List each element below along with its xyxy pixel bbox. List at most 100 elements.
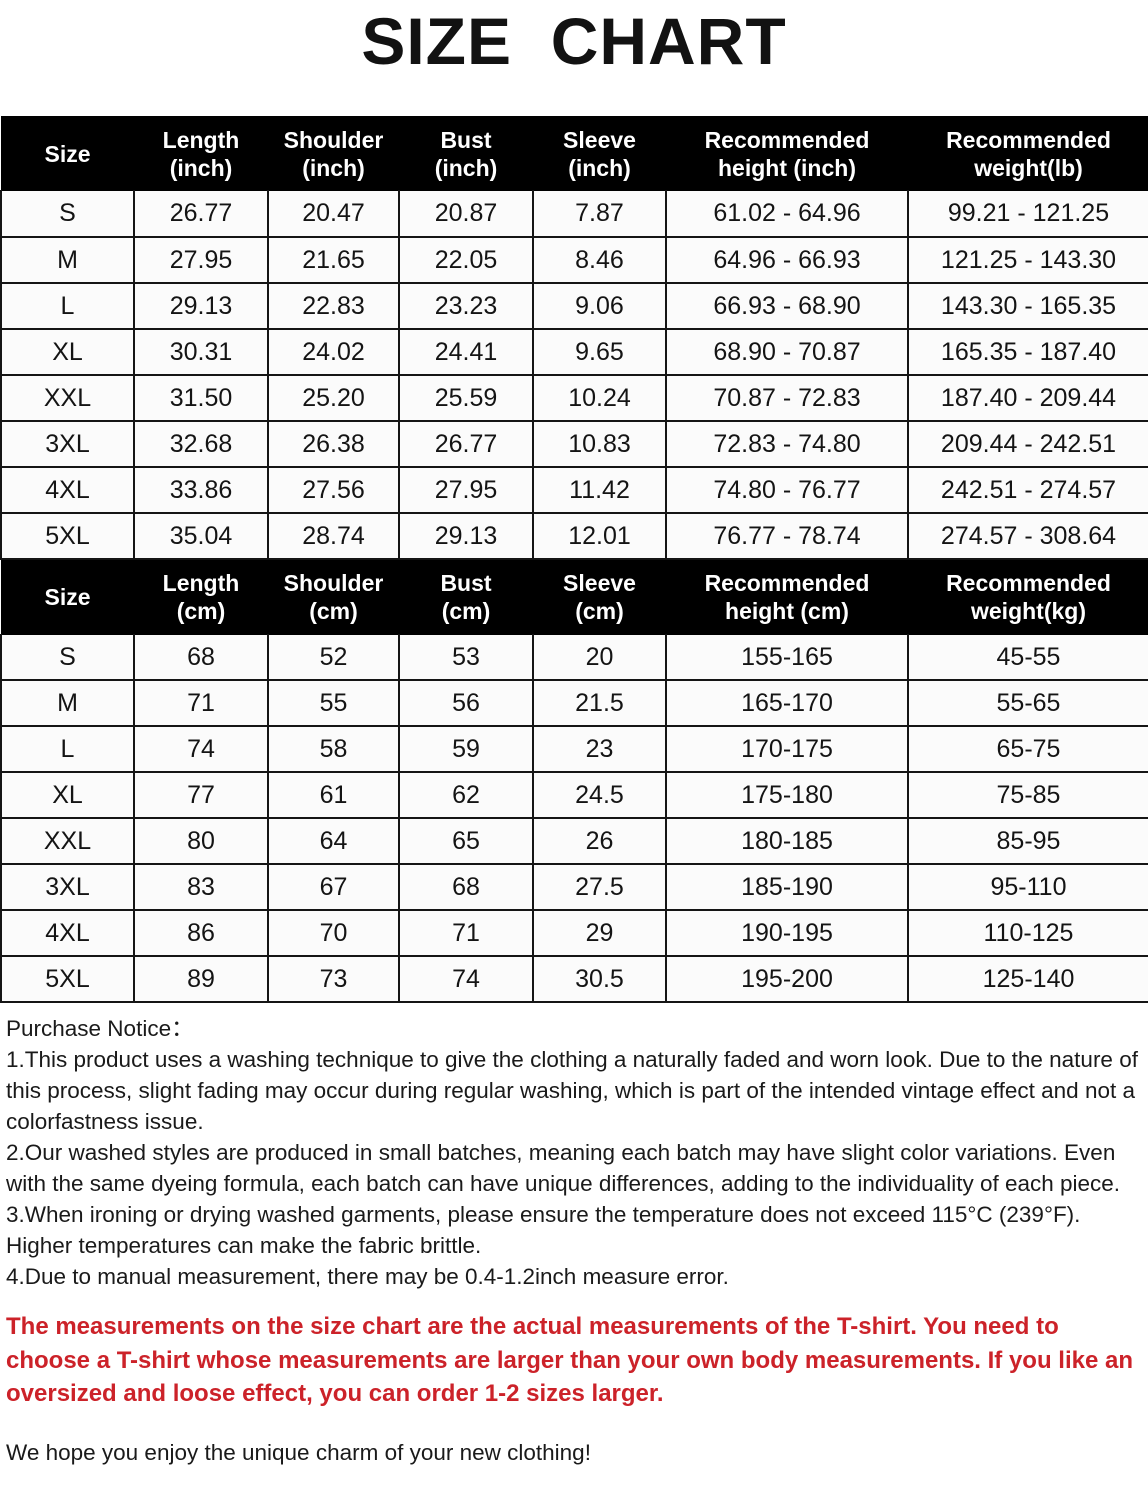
cell-size: L [0,281,135,330]
cell-shoulder: 28.74 [267,511,400,560]
table-row: 4XL 86 70 71 29 190-195 110-125 [0,909,1148,957]
cell-bust: 22.05 [398,235,534,284]
cell-height: 66.93 - 68.90 [665,281,909,330]
cell-length: 68 [133,633,269,681]
cell-weight: 143.30 - 165.35 [907,281,1148,330]
cell-sleeve: 24.5 [532,771,667,819]
col-header-bust: Bust (inch) [398,116,534,191]
cell-size: M [0,679,135,727]
table-row: 4XL 33.86 27.56 27.95 11.42 74.80 - 76.7… [0,465,1148,514]
cell-sleeve: 12.01 [532,511,667,560]
cell-shoulder: 73 [267,955,400,1003]
cell-sleeve: 10.83 [532,419,667,468]
cell-size: 4XL [0,465,135,514]
cell-shoulder: 26.38 [267,419,400,468]
cell-length: 33.86 [133,465,269,514]
cell-height: 70.87 - 72.83 [665,373,909,422]
col-header-recommended-weight: Recommended weight(kg) [907,559,1148,635]
cell-size: XL [0,327,135,376]
cell-shoulder: 22.83 [267,281,400,330]
cell-shoulder: 21.65 [267,235,400,284]
cell-shoulder: 55 [267,679,400,727]
cell-weight: 65-75 [907,725,1148,773]
notice-heading: Purchase Notice： [6,1016,194,1041]
cell-size: XL [0,771,135,819]
cell-length: 31.50 [133,373,269,422]
cell-shoulder: 24.02 [267,327,400,376]
cell-bust: 74 [398,955,534,1003]
cell-weight: 95-110 [907,863,1148,911]
cell-height: 165-170 [665,679,909,727]
notice-item-2: 2.Our washed styles are produced in smal… [6,1140,1121,1196]
cell-bust: 65 [398,817,534,865]
col-header-recommended-weight: Recommended weight(lb) [907,116,1148,191]
cell-length: 32.68 [133,419,269,468]
cell-shoulder: 25.20 [267,373,400,422]
cell-bust: 29.13 [398,511,534,560]
col-header-size: Size [0,559,135,635]
cell-length: 83 [133,863,269,911]
cell-sleeve: 27.5 [532,863,667,911]
col-header-length: Length (inch) [133,116,269,191]
cell-size: 3XL [0,863,135,911]
cell-bust: 68 [398,863,534,911]
cell-bust: 62 [398,771,534,819]
col-header-shoulder: Shoulder (cm) [267,559,400,635]
cell-shoulder: 61 [267,771,400,819]
table-row: 3XL 83 67 68 27.5 185-190 95-110 [0,863,1148,911]
cell-sleeve: 9.06 [532,281,667,330]
cell-height: 76.77 - 78.74 [665,511,909,560]
col-header-size: Size [0,116,135,191]
cell-height: 195-200 [665,955,909,1003]
cell-weight: 125-140 [907,955,1148,1003]
table-row: XL 30.31 24.02 24.41 9.65 68.90 - 70.87 … [0,327,1148,376]
cell-weight: 110-125 [907,909,1148,957]
cell-height: 68.90 - 70.87 [665,327,909,376]
cell-sleeve: 11.42 [532,465,667,514]
col-header-bust: Bust (cm) [398,559,534,635]
cell-length: 77 [133,771,269,819]
cell-height: 155-165 [665,633,909,681]
col-header-recommended-height: Recommended height (inch) [665,116,909,191]
cell-shoulder: 52 [267,633,400,681]
cell-size: 3XL [0,419,135,468]
cell-weight: 75-85 [907,771,1148,819]
cell-sleeve: 8.46 [532,235,667,284]
cell-shoulder: 70 [267,909,400,957]
cell-weight: 209.44 - 242.51 [907,419,1148,468]
cell-length: 89 [133,955,269,1003]
cell-bust: 56 [398,679,534,727]
cell-length: 86 [133,909,269,957]
size-tables: Size Length (inch) Shoulder (inch) Bust … [0,116,1148,1003]
cell-weight: 187.40 - 209.44 [907,373,1148,422]
cell-bust: 24.41 [398,327,534,376]
purchase-notice: Purchase Notice： 1.This product uses a w… [0,1003,1148,1292]
col-header-sleeve: Sleeve (inch) [532,116,667,191]
table-header-inch: Size Length (inch) Shoulder (inch) Bust … [0,116,1148,191]
measurement-warning: The measurements on the size chart are t… [6,1313,1134,1407]
cell-height: 72.83 - 74.80 [665,419,909,468]
cell-weight: 121.25 - 143.30 [907,235,1148,284]
cell-length: 29.13 [133,281,269,330]
table-row: M 27.95 21.65 22.05 8.46 64.96 - 66.93 1… [0,235,1148,284]
closing-message: We hope you enjoy the unique charm of yo… [6,1439,591,1465]
cell-weight: 45-55 [907,633,1148,681]
table-row: XL 77 61 62 24.5 175-180 75-85 [0,771,1148,819]
cell-sleeve: 7.87 [532,190,667,238]
table-body-inch: S 26.77 20.47 20.87 7.87 61.02 - 64.96 9… [0,190,1148,560]
cell-height: 64.96 - 66.93 [665,235,909,284]
cell-size: XXL [0,373,135,422]
cell-height: 175-180 [665,771,909,819]
table-row: L 29.13 22.83 23.23 9.06 66.93 - 68.90 1… [0,281,1148,330]
notice-item-3: 3.When ironing or drying washed garments… [6,1202,1081,1258]
cell-weight: 242.51 - 274.57 [907,465,1148,514]
cell-bust: 25.59 [398,373,534,422]
col-header-length: Length (cm) [133,559,269,635]
table-header-cm: Size Length (cm) Shoulder (cm) Bust (cm)… [0,559,1148,635]
table-row: XXL 80 64 65 26 180-185 85-95 [0,817,1148,865]
table-row: XXL 31.50 25.20 25.59 10.24 70.87 - 72.8… [0,373,1148,422]
cell-size: S [0,190,135,238]
cell-shoulder: 27.56 [267,465,400,514]
table-body-cm: S 68 52 53 20 155-165 45-55 M 71 55 56 2… [0,633,1148,1003]
cell-size: XXL [0,817,135,865]
